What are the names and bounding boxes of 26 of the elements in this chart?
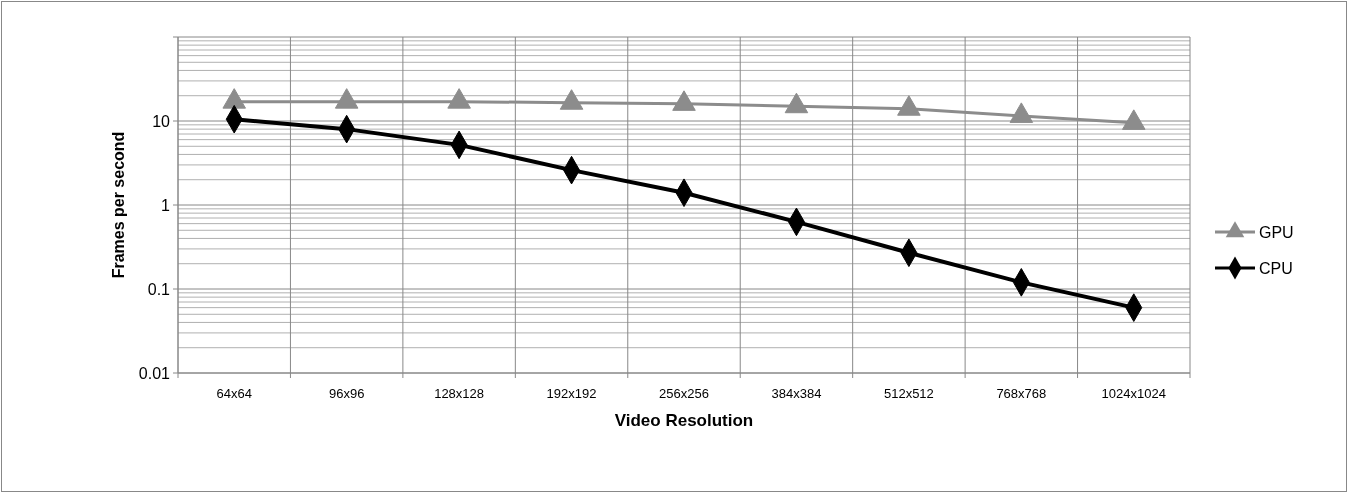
- point: [1122, 109, 1146, 130]
- x-tick-label: 64x64: [216, 386, 252, 401]
- x-axis-title: Video Resolution: [614, 411, 754, 430]
- point: [672, 90, 696, 111]
- point: [559, 89, 584, 110]
- point: [447, 88, 471, 109]
- y-tick-label: 10: [152, 112, 171, 130]
- point: [222, 88, 246, 109]
- x-tick-label: 96x96: [328, 386, 365, 401]
- point: [1009, 102, 1034, 123]
- legend-label: GPU: [1259, 223, 1294, 241]
- point: [334, 88, 359, 109]
- y-tick-label: 0.01: [138, 364, 171, 382]
- x-tick-label: 512x512: [883, 386, 934, 401]
- y-tick-label: 1: [161, 196, 171, 214]
- x-tick-label: 256x256: [659, 386, 709, 401]
- x-tick-label: 768x768: [996, 386, 1047, 401]
- y-tick-label: 0.1: [147, 280, 171, 298]
- x-tick-label: 192x192: [546, 386, 597, 401]
- x-tick-label: 1024x1024: [1101, 386, 1166, 401]
- legend-label: CPU: [1259, 259, 1293, 277]
- x-tick-label: 384x384: [771, 386, 822, 401]
- point: [897, 95, 921, 116]
- point: [784, 92, 809, 114]
- y-axis-title: Frames per second: [110, 131, 127, 279]
- x-tick-label: 128x128: [434, 386, 485, 401]
